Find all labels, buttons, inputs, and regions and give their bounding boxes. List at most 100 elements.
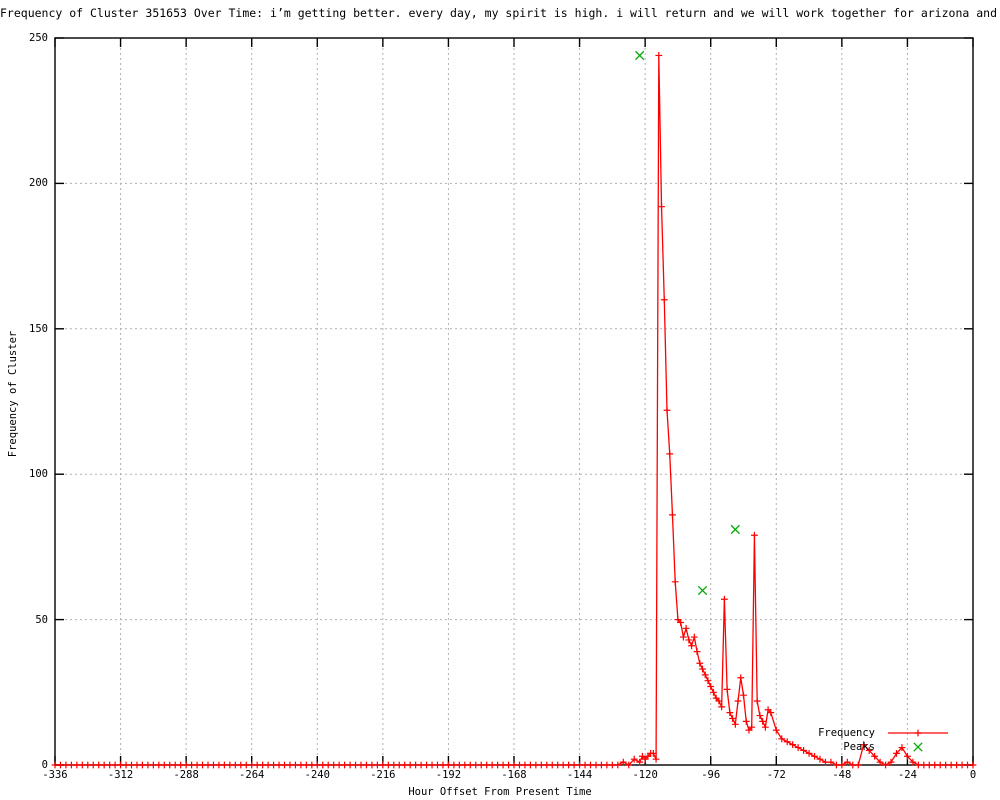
data-point-marker [794,744,802,751]
data-point-marker [718,703,726,711]
data-point-marker [688,642,695,650]
data-point-marker [715,697,723,705]
peak-marker [635,50,645,61]
data-point-marker [827,758,835,766]
data-point-marker [625,761,633,769]
legend-marker-peaks [913,742,923,752]
x-tick-label: -216 [370,769,396,781]
data-point-marker [720,595,728,603]
data-point-marker [704,677,712,685]
data-point-marker [767,709,775,717]
y-tick-label: 0 [41,759,48,771]
legend-marker-frequency [914,729,922,737]
x-tick-label: -312 [107,769,134,781]
data-point-marker [805,749,813,757]
peak-markers [635,50,740,596]
x-tick-label: -48 [832,769,852,781]
data-point-marker [699,665,706,673]
data-point-marker [677,619,685,626]
data-point-marker [800,747,808,754]
chart-title: Frequency of Cluster 351653 Over Time: i… [0,6,1000,20]
data-point-marker [669,511,676,519]
data-point-marker [723,685,731,693]
data-point-marker [737,674,745,682]
data-point-marker [701,671,709,679]
data-point-marker [742,717,750,725]
data-point-marker [685,636,693,644]
y-axis-tick-labels: 0 50 100 150 200 250 [0,0,48,800]
plot-frame [54,37,974,766]
series-frequency [51,52,977,769]
data-point-marker [660,296,668,304]
data-point-marker [751,531,758,539]
x-tick-label: -168 [501,769,527,781]
data-point-marker [710,688,717,696]
y-tick-label: 50 [35,613,48,626]
data-point-marker [843,758,851,766]
data-point-marker [666,450,674,458]
data-point-marker [614,761,622,769]
x-tick-label: -240 [304,769,330,781]
data-point-marker [876,758,884,766]
data-point-marker [693,648,701,655]
legend-label-frequency: Frequency [818,727,875,739]
data-point-marker [731,720,739,728]
y-tick-label: 250 [29,32,48,44]
data-point-marker [652,755,660,763]
peak-marker [730,524,740,535]
data-point-marker [663,406,671,414]
axis-ticks [54,37,974,766]
data-point-marker [811,752,818,760]
grid-lines [55,38,973,765]
data-point-marker [969,761,977,769]
data-point-marker [887,758,895,766]
data-point-marker [898,744,906,751]
peak-marker [697,585,708,596]
data-point-marker [636,758,644,766]
data-point-marker [682,624,690,632]
legend [888,729,948,752]
data-point-marker [909,758,917,766]
data-point-marker [753,697,761,705]
x-tick-label: 0 [969,769,977,781]
data-point-marker [860,741,868,749]
data-point-marker [882,761,889,769]
x-tick-label: -288 [173,769,199,781]
data-point-marker [904,752,911,760]
x-tick-label: -144 [566,769,593,781]
data-point-marker [649,749,657,757]
data-point-marker [658,203,665,211]
data-point-marker [854,761,862,769]
data-point-marker [761,723,769,731]
data-point-marker [690,633,698,641]
data-point-marker [865,747,873,754]
legend-label-peaks: Peaks [843,741,875,753]
x-tick-label: -72 [766,769,786,781]
x-axis-title: Hour Offset From Present Time [408,786,592,798]
series-markers [51,52,977,769]
data-point-marker [671,578,679,586]
x-tick-label: -120 [632,769,658,781]
data-point-marker [838,761,846,769]
data-point-marker [619,758,627,766]
data-point-marker [630,755,638,763]
y-tick-label: 100 [29,468,48,481]
data-point-marker [655,52,663,59]
data-point-marker [772,726,780,734]
x-tick-label: -24 [897,769,917,781]
x-tick-label: -264 [239,769,265,781]
data-point-marker [816,755,824,763]
data-point-marker [726,709,734,717]
x-tick-label: -336 [42,769,68,781]
data-point-marker [748,723,756,731]
data-point-marker [734,697,742,705]
data-point-marker [871,752,879,760]
data-point-marker [783,738,791,746]
y-tick-label: 200 [29,177,48,190]
data-point-marker [696,659,704,667]
data-point-marker [729,715,736,722]
data-point-marker [759,717,767,725]
data-point-marker [778,735,786,743]
